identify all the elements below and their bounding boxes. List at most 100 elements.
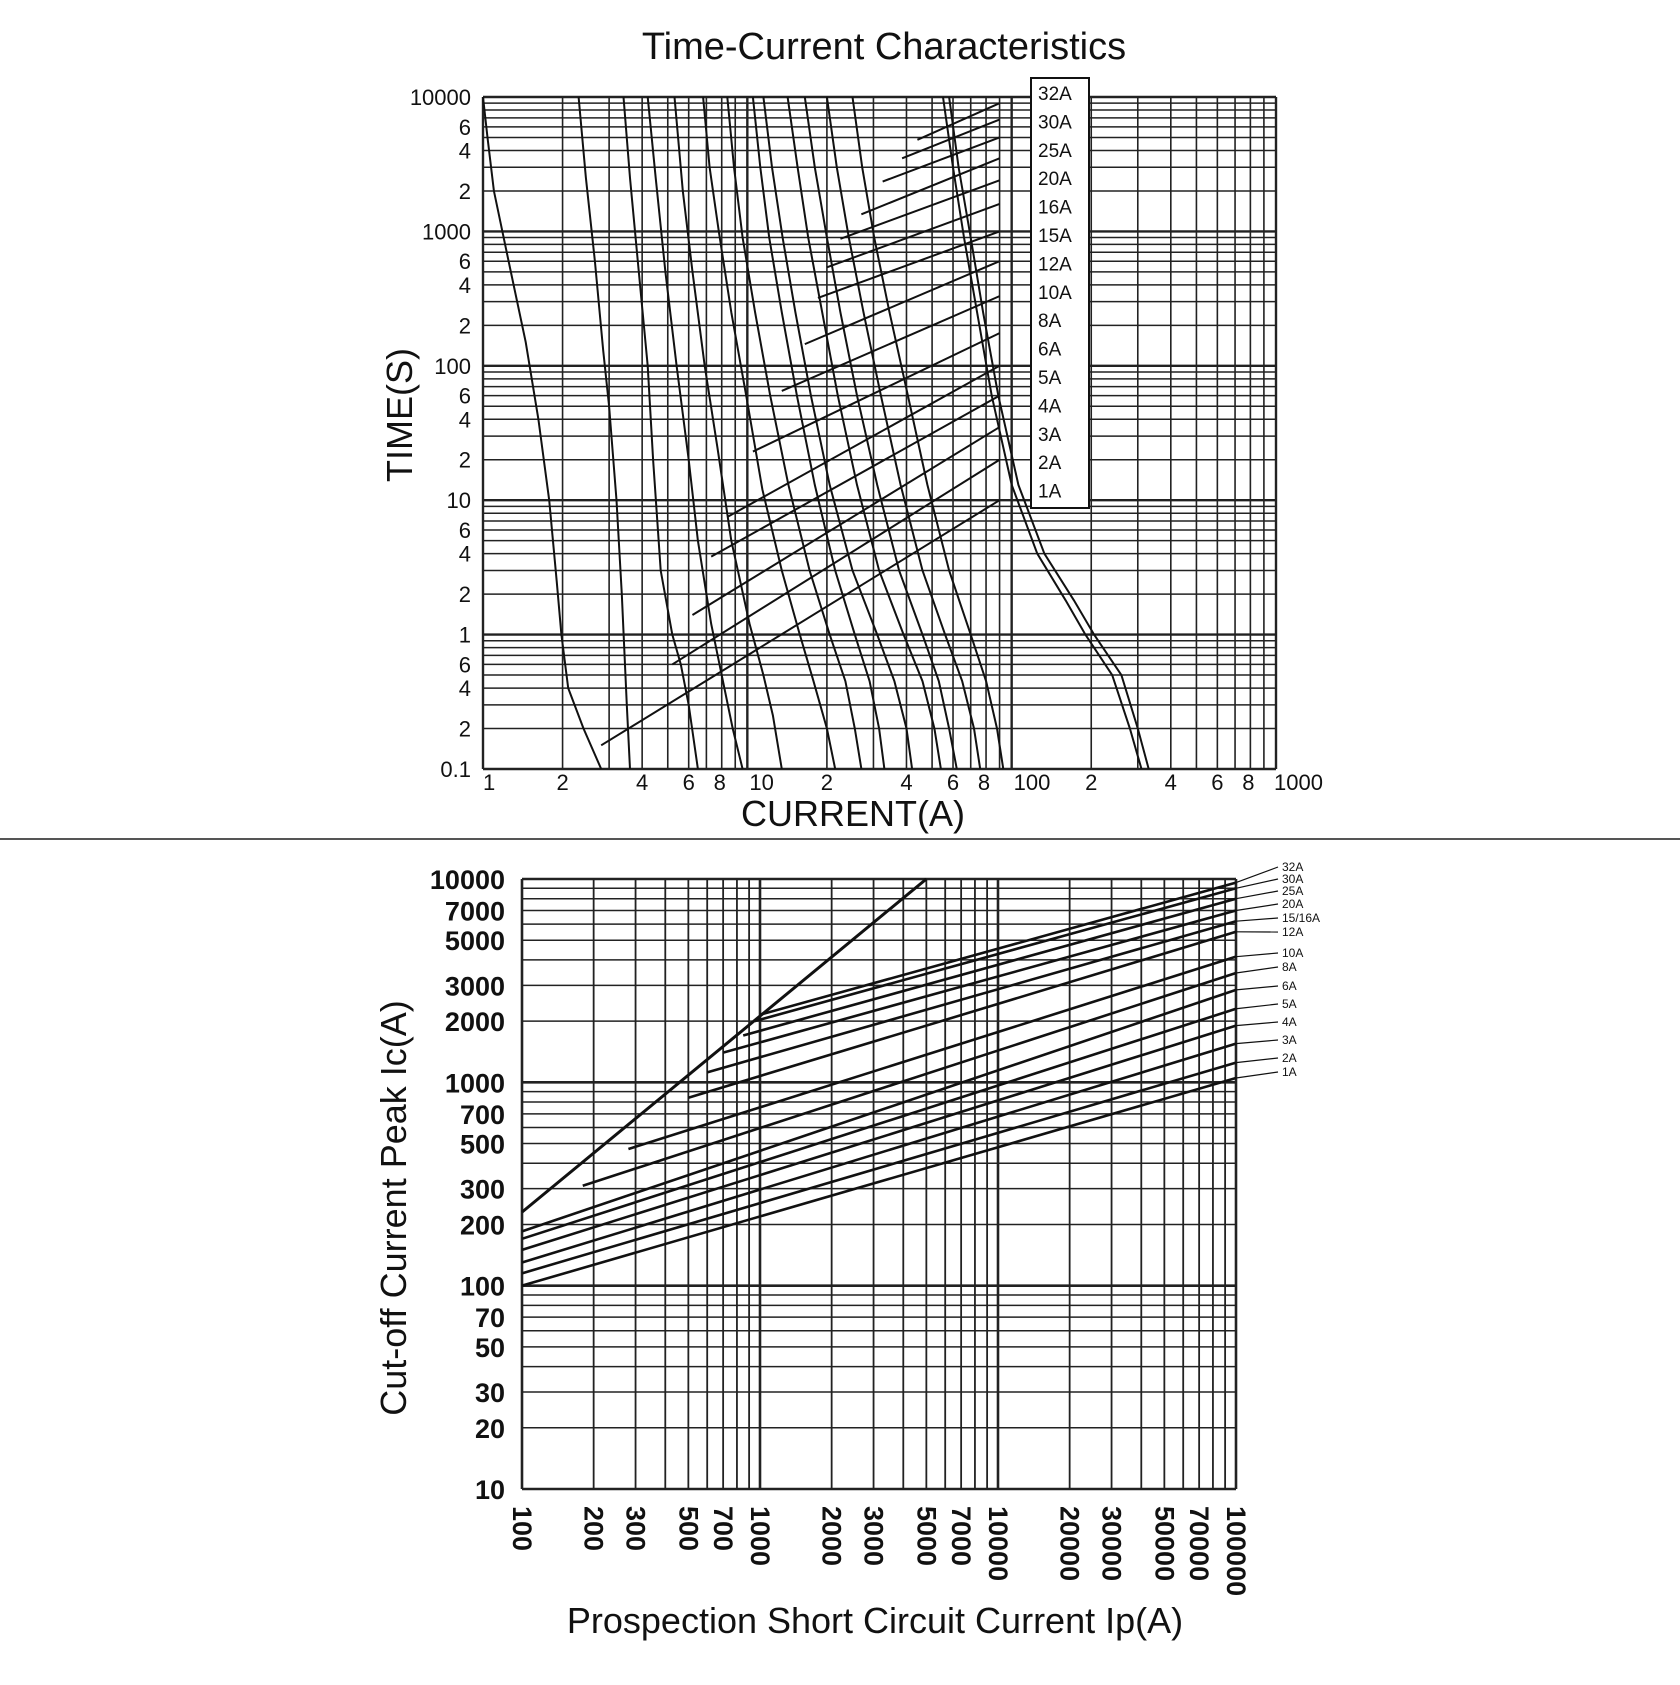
cutoff-line-3a: [522, 1044, 1236, 1263]
legend-leader-2: [1236, 1072, 1278, 1078]
y-tick-label-2: 300: [460, 1175, 505, 1205]
legend-entry-2: 8A: [1282, 960, 1297, 974]
y-tick-label-2: 20: [475, 1414, 505, 1444]
legend-leader-2: [1236, 918, 1278, 921]
x-tick-label: 1000: [1274, 770, 1323, 795]
legend-entry: 15A: [1038, 226, 1072, 247]
x-tick-label: 4: [900, 770, 912, 795]
curve-25a: [853, 97, 1004, 769]
cutoff-line-6a: [522, 990, 1236, 1231]
legend-entry: 30A: [1038, 112, 1072, 133]
legend-entry-2: 10A: [1282, 946, 1303, 960]
cutoff-line-2a: [522, 1063, 1236, 1274]
curve-6a: [703, 97, 835, 769]
curve-2a: [579, 97, 630, 769]
x-tick-label-2: 500: [673, 1506, 703, 1551]
leader-line: [782, 296, 1000, 391]
leader-line: [840, 180, 999, 239]
legend-entry-2: 2A: [1282, 1051, 1297, 1065]
legend-entry: 4A: [1038, 396, 1062, 417]
legend-entry-2: 20A: [1282, 897, 1303, 911]
y-tick-label: 4: [459, 542, 471, 567]
x-tick-label: 8: [714, 770, 726, 795]
y-tick-label-2: 1000: [445, 1068, 505, 1098]
legend-entry-2: 4A: [1282, 1015, 1297, 1029]
legend-entry: 8A: [1038, 311, 1062, 332]
y-tick-label: 2: [459, 448, 471, 473]
x-tick-label: 1: [483, 770, 495, 795]
x-tick-label: 8: [978, 770, 990, 795]
y-tick-label: 0.1: [440, 757, 471, 782]
x-tick-label-2: 200: [579, 1506, 609, 1551]
curve-1a: [483, 97, 601, 769]
x-tick-label: 2: [1085, 770, 1097, 795]
x-tick-label-2: 2000: [817, 1506, 847, 1566]
x-tick-label-2: 20000: [1055, 1506, 1085, 1581]
x-tick-label-2: 1000: [745, 1506, 775, 1566]
x-tick-label: 4: [1165, 770, 1177, 795]
legend-entry-2: 12A: [1282, 925, 1303, 939]
y-tick-label: 6: [459, 384, 471, 409]
legend-entry-2: 1A: [1282, 1065, 1297, 1079]
leader-line: [883, 137, 1000, 181]
x-tick-label-2: 5000: [911, 1506, 941, 1566]
legend-entry-2: 25A: [1282, 884, 1303, 898]
legend-leader-2: [1236, 1058, 1278, 1063]
x-tick-label-2: 10000: [983, 1506, 1013, 1581]
legend-leader-2: [1236, 1004, 1278, 1009]
x-axis-title: CURRENT(A): [741, 793, 965, 834]
x-axis-title-2: Prospection Short Circuit Current Ip(A): [567, 1600, 1183, 1641]
y-tick-label-2: 50: [475, 1333, 505, 1363]
legend-leader-2: [1236, 986, 1278, 990]
y-tick-label: 4: [459, 407, 471, 432]
y-tick-label: 2: [459, 717, 471, 742]
x-tick-label-2: 100: [507, 1506, 537, 1551]
legend-entry-2: 3A: [1282, 1033, 1297, 1047]
legend-entry: 10A: [1038, 283, 1072, 304]
y-axis-title: TIME(S): [379, 348, 420, 482]
x-tick-label: 10: [749, 770, 773, 795]
cutoff-grid: [522, 879, 1236, 1489]
curve-3a: [624, 97, 698, 769]
x-tick-label: 8: [1242, 770, 1254, 795]
x-tick-label: 2: [556, 770, 568, 795]
y-tick-label: 6: [459, 249, 471, 274]
y-tick-labels-2: 1020305070100200300500700100020003000500…: [430, 865, 505, 1505]
y-tick-label: 4: [459, 138, 471, 163]
cutoff-line-8a: [583, 973, 1236, 1186]
x-tick-label-2: 50000: [1149, 1506, 1179, 1581]
legend-entry-2: 5A: [1282, 997, 1297, 1011]
legend-entry: 16A: [1038, 198, 1072, 219]
legend-entry-2: 6A: [1282, 979, 1297, 993]
y-tick-label: 10000: [410, 85, 471, 110]
x-tick-label-2: 700: [708, 1506, 738, 1551]
legend-entry: 1A: [1038, 482, 1062, 503]
y-tick-label: 4: [459, 273, 471, 298]
y-axis-title-2: Cut-off Current Peak Ic(A): [373, 1000, 414, 1415]
y-tick-label-2: 3000: [445, 971, 505, 1001]
x-tick-label-2: 100000: [1221, 1506, 1251, 1596]
y-tick-label-2: 7000: [445, 896, 505, 926]
legend-entry: 20A: [1038, 169, 1072, 190]
legend-entry: 5A: [1038, 368, 1062, 389]
cutoff-line-12a: [688, 932, 1236, 1098]
time-current-leader-lines: [601, 103, 999, 745]
y-tick-label: 100: [434, 354, 471, 379]
x-tick-label-2: 30000: [1097, 1506, 1127, 1581]
y-tick-label-2: 5000: [445, 926, 505, 956]
cutoff-line-1a: [522, 1078, 1236, 1286]
x-tick-label: 2: [821, 770, 833, 795]
y-tick-label: 1: [459, 623, 471, 648]
y-tick-label-2: 10000: [430, 865, 505, 895]
x-tick-label-2: 300: [621, 1506, 651, 1551]
y-tick-label: 6: [459, 518, 471, 543]
legend-entry: 3A: [1038, 425, 1062, 446]
y-tick-label-2: 2000: [445, 1007, 505, 1037]
y-tick-label: 4: [459, 676, 471, 701]
y-tick-label: 2: [459, 313, 471, 338]
